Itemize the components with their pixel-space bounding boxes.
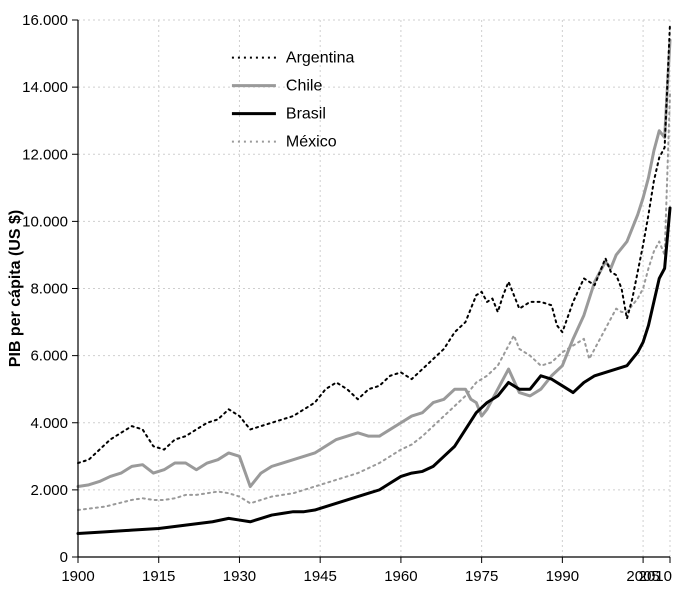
y-tick-label: 2.000 — [30, 482, 68, 499]
x-tick-label: 1930 — [223, 568, 256, 585]
y-axis-label: PIB per cápita (US $) — [7, 210, 24, 367]
x-tick-label: 2010 — [639, 568, 672, 585]
x-tick-label: 1975 — [465, 568, 498, 585]
y-tick-label: 10.000 — [22, 213, 68, 230]
legend-label: México — [286, 134, 337, 151]
line-chart: 0 2.000 4.000 6.000 8.000 10.000 12.000 14.000 1… — [0, 0, 698, 599]
legend-label: Argentina — [286, 50, 355, 67]
y-tick-label: 14.000 — [22, 79, 68, 96]
x-tick-label: 1960 — [384, 568, 417, 585]
x-tick-label: 1990 — [546, 568, 579, 585]
y-tick-label: 6.000 — [30, 348, 68, 365]
y-tick-label: 16.000 — [22, 12, 68, 29]
x-tick-label: 1915 — [142, 568, 175, 585]
chart-container: 0 2.000 4.000 6.000 8.000 10.000 12.000 14.000 1… — [0, 0, 698, 599]
y-tick-label: 12.000 — [22, 146, 68, 163]
x-tick-label: 1900 — [61, 568, 94, 585]
legend-label: Brasil — [286, 106, 326, 123]
y-tick-label: 0 — [60, 549, 68, 566]
y-tick-label: 8.000 — [30, 281, 68, 298]
legend-label: Chile — [286, 78, 323, 95]
x-tick-label: 1945 — [303, 568, 336, 585]
y-tick-label: 4.000 — [30, 415, 68, 432]
